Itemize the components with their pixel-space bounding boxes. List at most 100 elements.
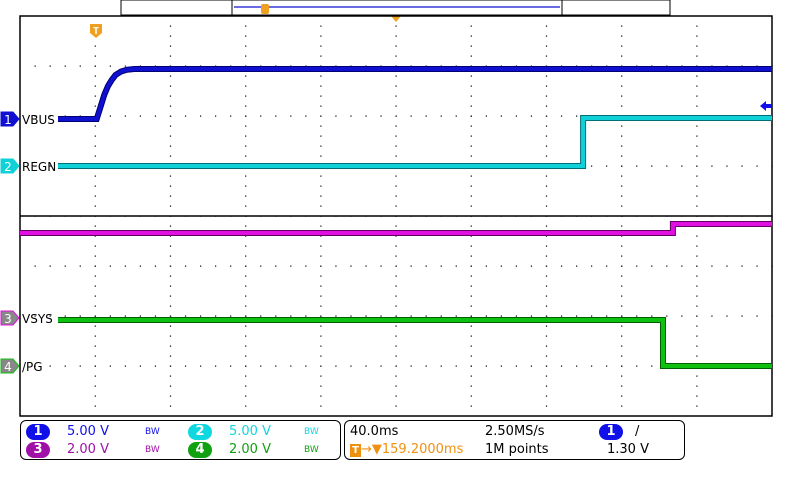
grid-dot	[470, 305, 472, 307]
grid-dot	[94, 75, 96, 77]
grid-dot	[245, 355, 247, 357]
ch1-scale[interactable]: 5.00 V	[67, 424, 109, 439]
grid-dot	[79, 315, 81, 317]
channel-1-marker[interactable]: 1	[0, 111, 20, 127]
grid-dot	[320, 305, 322, 307]
grid-dot	[560, 365, 563, 367]
grid-dot	[621, 95, 623, 97]
grid-dot	[290, 115, 292, 117]
grid-dot	[230, 365, 232, 367]
grid-dot	[94, 385, 96, 387]
grid-dot	[305, 265, 307, 267]
grid-dot	[545, 45, 548, 47]
grid-dot	[621, 35, 623, 37]
grid-dot	[395, 155, 397, 157]
grid-dot	[425, 265, 427, 267]
trigger-level[interactable]: 1.30 V	[607, 442, 649, 457]
grid-dot	[470, 115, 472, 117]
record-length[interactable]: 1M points	[485, 442, 549, 457]
grid-dot	[320, 225, 322, 227]
ch2-badge[interactable]: 2	[188, 424, 212, 440]
grid-dot	[696, 165, 698, 167]
channel-3-marker[interactable]: 3	[0, 310, 20, 326]
grid-dot	[681, 315, 683, 317]
grid-dot	[245, 265, 247, 267]
record-overview-bar[interactable]	[120, 0, 671, 22]
grid-dot	[49, 265, 51, 267]
trigger-level-arrow-icon[interactable]	[760, 101, 772, 111]
grid-dot	[696, 375, 698, 377]
grid-dot	[485, 115, 487, 117]
grid-dot	[365, 265, 367, 267]
grid-dot	[696, 105, 698, 107]
grid-dot	[470, 365, 472, 367]
trace-1-shadow	[58, 66, 772, 122]
grid-dot	[545, 185, 548, 187]
grid-dot	[320, 335, 322, 337]
grid-dot	[395, 345, 397, 347]
grid-dot	[666, 315, 668, 317]
grid-dot	[696, 35, 698, 37]
grid-dot	[545, 125, 548, 127]
grid-dot	[395, 185, 397, 187]
grid-dot	[245, 395, 247, 397]
grid-dot	[169, 235, 172, 237]
grid-dot	[109, 265, 111, 267]
channel-4-marker[interactable]: 4	[0, 358, 20, 374]
grid-dot	[260, 365, 262, 367]
grid-dot	[320, 405, 322, 407]
grid-dot	[726, 265, 728, 267]
grid-dot	[169, 285, 172, 287]
grid-dot	[184, 365, 187, 367]
grid-dot	[696, 185, 698, 187]
grid-dot	[245, 25, 247, 27]
ch4-badge[interactable]: 4	[188, 442, 212, 458]
grid-dot	[320, 395, 322, 397]
grid-dot	[470, 335, 472, 337]
grid-dot	[245, 385, 247, 387]
grid-dot	[94, 205, 96, 207]
channel-label: /PG	[22, 360, 43, 374]
trigger-slope-icon[interactable]: /	[635, 424, 640, 439]
svg-text:1: 1	[4, 113, 12, 127]
grid-dot	[470, 55, 472, 57]
grid-dot	[395, 395, 397, 397]
grid-dot	[245, 55, 247, 57]
grid-dot	[94, 325, 96, 327]
ch1-badge[interactable]: 1	[26, 424, 50, 440]
grid-dot	[455, 265, 457, 267]
grid-dot	[94, 355, 96, 357]
ch2-scale[interactable]: 5.00 V	[229, 424, 271, 439]
ch3-badge[interactable]: 3	[26, 442, 50, 458]
grid-dot	[696, 275, 698, 277]
grid-dot	[350, 115, 352, 117]
grid-dot	[470, 325, 472, 327]
grid-dot	[109, 65, 111, 67]
grid-dot	[380, 315, 382, 317]
grid-dot	[636, 365, 638, 367]
grid-dot	[395, 25, 397, 27]
grid-dot	[169, 115, 172, 117]
grid-dot	[470, 35, 472, 37]
grid-dot	[470, 405, 472, 407]
channel-2-marker[interactable]: 2	[0, 158, 20, 174]
trigger-delay[interactable]: T →▼159.2000ms	[350, 442, 463, 457]
trigger-source-badge[interactable]: 1	[599, 424, 623, 440]
grid-dot	[169, 135, 172, 137]
grid-dot	[410, 315, 412, 317]
trigger-t-marker[interactable]: T	[90, 24, 102, 38]
ch3-scale[interactable]: 2.00 V	[67, 442, 109, 457]
grid-dot	[696, 345, 698, 347]
grid-dot	[245, 375, 247, 377]
grid-dot	[79, 65, 81, 67]
grid-dot	[621, 275, 623, 277]
grid-dot	[94, 395, 96, 397]
grid-dot	[169, 225, 172, 227]
grid-dot	[470, 85, 472, 87]
timebase[interactable]: 40.0ms	[350, 424, 399, 439]
grid-dot	[124, 65, 126, 67]
grid-dot	[470, 255, 472, 257]
grid-dot	[470, 155, 472, 157]
ch4-scale[interactable]: 2.00 V	[229, 442, 271, 457]
grid-dot	[606, 365, 608, 367]
